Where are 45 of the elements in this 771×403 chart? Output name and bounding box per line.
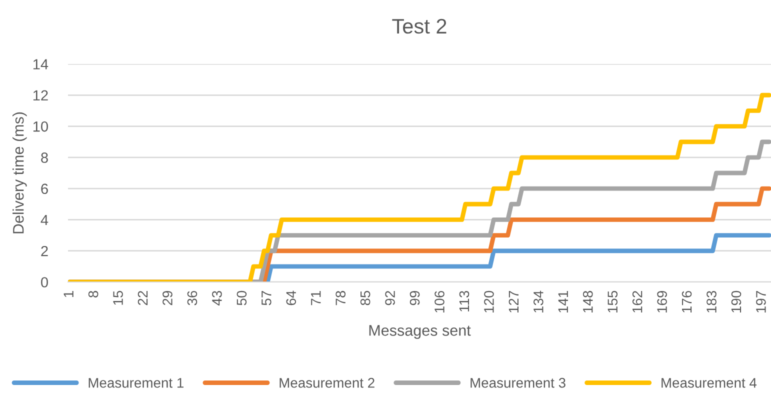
y-tick-label: 4 xyxy=(40,214,48,225)
x-tick-label: 162 xyxy=(632,291,642,312)
x-tick-label: 8 xyxy=(88,290,98,298)
x-tick-label: 22 xyxy=(138,291,148,306)
y-tick-label: 2 xyxy=(41,246,48,256)
x-tick-label: 57 xyxy=(262,291,272,306)
x-tick-label: 99 xyxy=(410,290,420,306)
x-tick-label: 148 xyxy=(582,290,593,312)
chart-title: Test 2 xyxy=(392,18,446,34)
x-tick-label: 1 xyxy=(64,291,74,297)
x-tick-label: 64 xyxy=(286,290,296,306)
x-tick-label: 50 xyxy=(236,290,247,306)
legend-label: Measurement 3 xyxy=(470,378,566,388)
x-tick-label: 176 xyxy=(682,290,692,312)
x-tick-label: 134 xyxy=(534,290,544,312)
y-tick-label: 14 xyxy=(33,59,48,70)
legend-label: Measurement 2 xyxy=(280,378,374,388)
legend-label: Measurement 1 xyxy=(88,378,184,388)
y-tick-label: 10 xyxy=(33,121,48,132)
x-tick-label: 15 xyxy=(113,290,123,305)
y-axis-title: Delivery time (ms) xyxy=(12,112,27,234)
x-tick-label: 85 xyxy=(360,290,370,306)
x-tick-label: 29 xyxy=(162,290,172,306)
x-tick-label: 92 xyxy=(385,291,395,306)
x-tick-label: 120 xyxy=(484,290,494,312)
x-tick-label: 36 xyxy=(187,290,198,306)
x-tick-label: 197 xyxy=(756,291,766,312)
legend-label: Measurement 4 xyxy=(662,378,757,388)
x-tick-label: 169 xyxy=(657,290,667,312)
y-tick-label: 12 xyxy=(33,90,48,100)
x-tick-label: 113 xyxy=(459,290,470,312)
y-tick-label: 8 xyxy=(41,152,48,163)
x-tick-label: 78 xyxy=(336,290,346,306)
x-tick-label: 141 xyxy=(558,291,568,312)
x-tick-label: 190 xyxy=(731,290,742,312)
x-tick-label: 106 xyxy=(434,290,444,312)
y-tick-label: 0 xyxy=(41,277,48,288)
x-tick-label: 127 xyxy=(508,291,518,312)
line-series xyxy=(68,92,771,282)
x-tick-label: 71 xyxy=(311,291,321,306)
x-tick-label: 155 xyxy=(608,290,618,312)
x-tick-label: 43 xyxy=(212,290,222,306)
y-tick-label: 6 xyxy=(41,184,48,194)
x-tick-label: 183 xyxy=(706,290,716,312)
x-axis-title: Messages sent xyxy=(369,325,471,339)
